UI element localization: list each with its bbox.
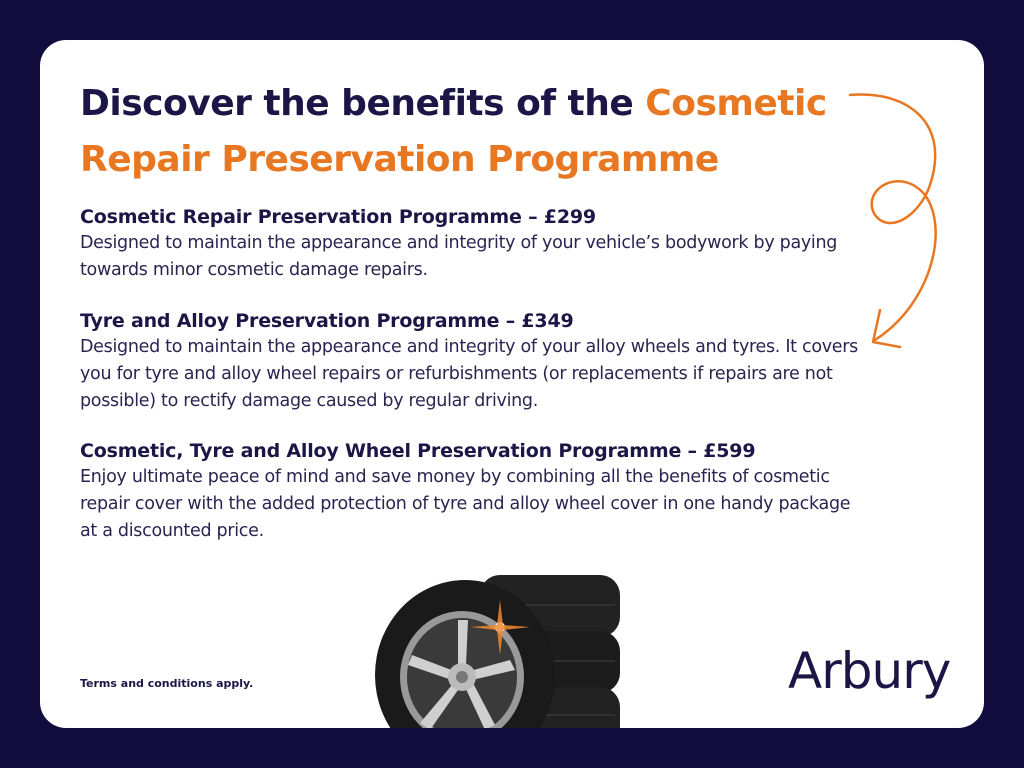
title-prefix: Discover the benefits of the xyxy=(80,83,646,124)
tyres-image xyxy=(375,575,620,728)
programme-description: Designed to maintain the appearance and … xyxy=(80,337,858,411)
terms-text: Terms and conditions apply. xyxy=(80,677,254,690)
programme-tyre-alloy: Tyre and Alloy Preservation Programme – … xyxy=(80,308,860,415)
programme-title: Tyre and Alloy Preservation Programme – … xyxy=(80,310,574,332)
arbury-logo: Arbury xyxy=(788,642,951,700)
programme-title: Cosmetic Repair Preservation Programme –… xyxy=(80,206,596,228)
curly-arrow-icon xyxy=(848,93,937,349)
promo-card: Discover the benefits of the Cosmetic Re… xyxy=(40,40,984,728)
programme-cosmetic: Cosmetic Repair Preservation Programme –… xyxy=(80,204,860,284)
programme-combined: Cosmetic, Tyre and Alloy Wheel Preservat… xyxy=(80,438,860,545)
programme-description: Designed to maintain the appearance and … xyxy=(80,233,838,280)
title-accent: Cosmetic Repair Preservation Programme xyxy=(80,83,827,180)
programme-title: Cosmetic, Tyre and Alloy Wheel Preservat… xyxy=(80,440,756,462)
page-title: Discover the benefits of the Cosmetic Re… xyxy=(80,76,840,188)
programme-description: Enjoy ultimate peace of mind and save mo… xyxy=(80,467,851,541)
